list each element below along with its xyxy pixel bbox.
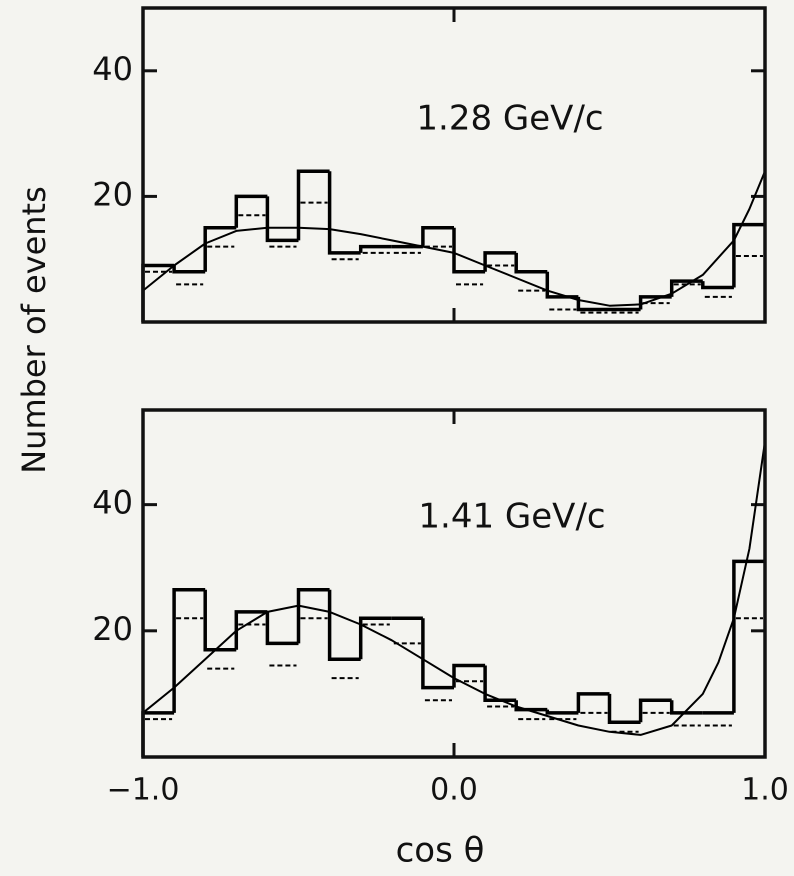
histogram-step <box>452 663 486 688</box>
histogram-step <box>265 611 299 646</box>
y-axis-label: Number of events <box>15 186 53 474</box>
histogram-step <box>234 610 268 650</box>
histogram-step <box>545 709 579 715</box>
histogram-step <box>421 618 454 690</box>
y-tick-label: 20 <box>92 610 133 648</box>
histogram-step <box>452 227 486 274</box>
histogram-step <box>296 169 330 241</box>
fit-curve <box>143 441 765 736</box>
histogram-step <box>514 252 548 274</box>
x-tick-label: −1.0 <box>107 773 180 808</box>
histogram-step <box>669 700 703 715</box>
histogram-step <box>358 244 392 253</box>
histogram-step <box>172 588 206 713</box>
histogram-step <box>265 196 299 243</box>
histogram-step <box>203 226 237 272</box>
x-tick-label: 0.0 <box>430 773 478 808</box>
histogram-step <box>483 665 517 702</box>
histogram-step <box>732 222 765 288</box>
histogram-step <box>421 226 454 247</box>
plot-frame <box>141 6 767 324</box>
plot-frame <box>141 408 767 759</box>
histogram-step <box>732 559 765 713</box>
histogram-step <box>638 698 672 723</box>
histogram-step <box>576 692 610 713</box>
histogram-step <box>701 281 734 290</box>
fit-curve <box>143 170 765 307</box>
y-tick-label: 40 <box>92 50 133 88</box>
histogram-step <box>203 589 237 652</box>
annotation: 1.28 GeV/c <box>416 99 603 139</box>
histogram-step <box>358 616 392 660</box>
y-tick-label: 20 <box>92 175 133 213</box>
x-tick-label: 1.0 <box>741 773 789 808</box>
histogram-step <box>172 265 206 274</box>
histogram-step <box>234 194 268 228</box>
histogram-step <box>607 693 641 725</box>
histogram-step <box>576 296 610 312</box>
histogram-step <box>296 588 330 644</box>
histogram-step <box>514 700 548 712</box>
x-axis-label: cos θ <box>396 831 485 871</box>
histogram-step <box>327 171 361 255</box>
y-tick-label: 40 <box>92 484 133 522</box>
annotation: 1.41 GeV/c <box>418 497 605 537</box>
